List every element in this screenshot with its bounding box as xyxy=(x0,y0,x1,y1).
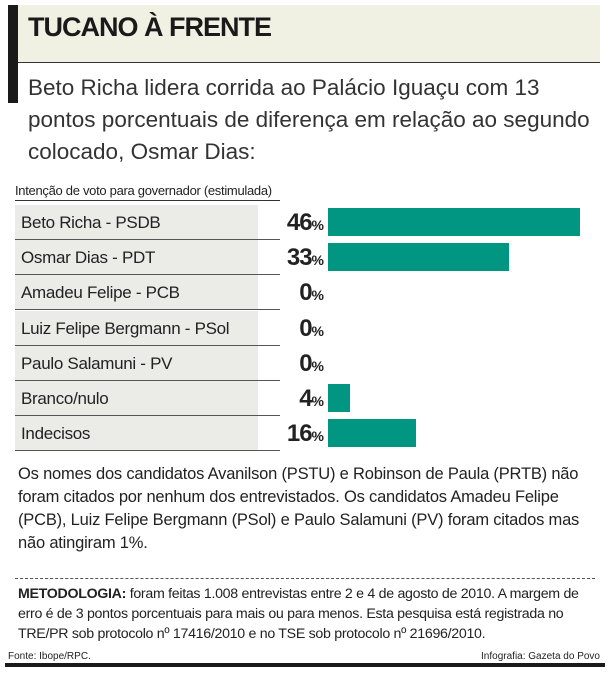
methodology-label: METODOLOGIA: xyxy=(18,586,127,602)
value-label: 46% xyxy=(286,209,324,236)
value-label: 0% xyxy=(299,349,324,377)
value-label: 16% xyxy=(286,420,324,448)
category-label: Indecisos xyxy=(15,416,258,451)
bar xyxy=(328,419,416,448)
header-band xyxy=(8,5,600,63)
methodology-text: foram feitas 1.008 entrevistas entre 2 e… xyxy=(18,586,579,642)
footnote: Os nomes dos candidatos Avanilson (PSTU)… xyxy=(18,465,580,552)
value-label: 0% xyxy=(299,314,324,342)
chart-row: Indecisos 16% xyxy=(15,416,324,452)
bottom-rule xyxy=(5,663,605,667)
chart-row: Beto Richa - PSDB 46% xyxy=(15,205,324,240)
chart-row: Branco/nulo 4% xyxy=(15,381,324,416)
category-label: Branco/nulo xyxy=(15,381,258,415)
value-label: 0% xyxy=(299,279,324,307)
chart-row: Amadeu Felipe - PCB 0% xyxy=(15,275,324,311)
value-label: 4% xyxy=(299,385,324,412)
methodology: METODOLOGIA: foram feitas 1.008 entrevis… xyxy=(18,584,603,644)
bar xyxy=(328,243,509,272)
category-label: Beto Richa - PSDB xyxy=(15,205,258,239)
divider xyxy=(15,578,595,579)
chart-row: Luiz Felipe Bergmann - PSol 0% xyxy=(15,310,324,346)
chart-row: Paulo Salamuni - PV 0% xyxy=(15,345,324,381)
bar xyxy=(328,384,350,412)
chart-title: Intenção de voto para governador (estimu… xyxy=(15,183,280,201)
title: TUCANO À FRENTE xyxy=(28,12,272,42)
value-label: 33% xyxy=(286,244,324,272)
category-label: Osmar Dias - PDT xyxy=(15,240,258,275)
category-label: Luiz Felipe Bergmann - PSol xyxy=(15,310,258,345)
category-label: Amadeu Felipe - PCB xyxy=(15,275,258,310)
bar xyxy=(328,208,581,236)
subtitle: Beto Richa lidera corrida ao Palácio Igu… xyxy=(28,75,590,164)
credit: Infografia: Gazeta do Povo xyxy=(481,651,600,662)
accent-bar xyxy=(8,5,18,103)
chart-row: Osmar Dias - PDT 33% xyxy=(15,240,324,276)
source: Fonte: Ibope/RPC. xyxy=(8,651,91,662)
category-label: Paulo Salamuni - PV xyxy=(15,345,258,380)
